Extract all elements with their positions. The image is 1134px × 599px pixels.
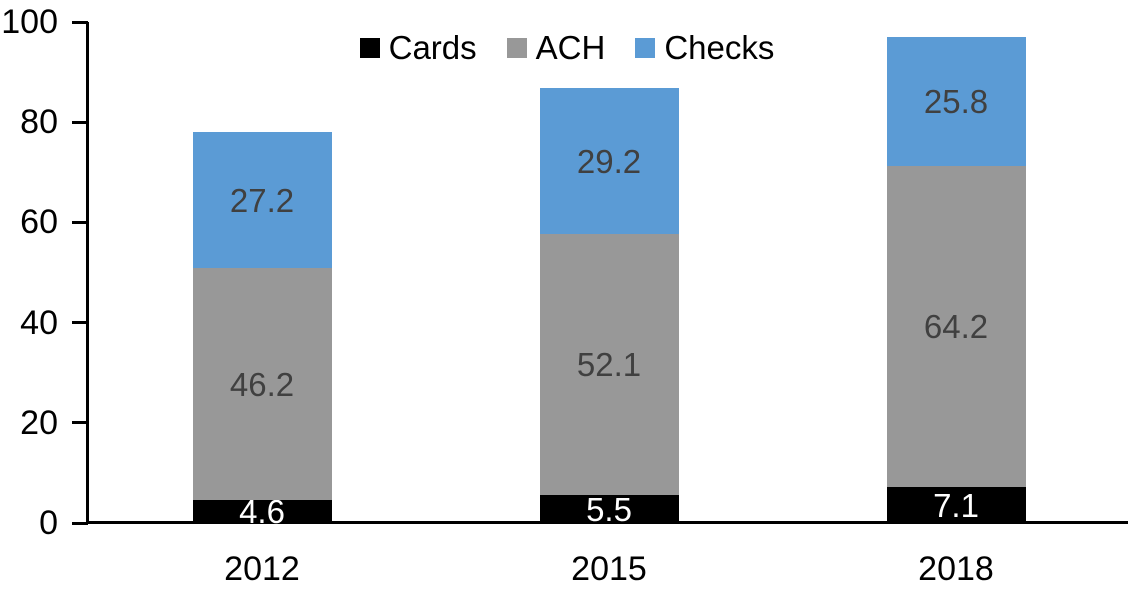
bar-value-label: 29.2: [576, 142, 642, 180]
bar-segment-cards-2012: 4.6: [192, 495, 332, 528]
bar-value-label: 64.2: [923, 308, 989, 346]
bar-segment-checks-2015: 29.2: [539, 88, 679, 235]
y-axis-tick: [72, 321, 88, 325]
legend-swatch-ach: [506, 38, 527, 58]
bar-segment-cards-2015: 5.5: [539, 490, 679, 528]
bar-value-label: 4.6: [239, 492, 285, 530]
y-axis-line: [86, 22, 89, 524]
y-axis-tick: [72, 220, 88, 224]
legend-swatch-cards: [359, 38, 380, 58]
y-axis-tick: [72, 120, 88, 124]
legend-label-ach: ACH: [535, 29, 606, 66]
y-axis-tick: [72, 20, 88, 24]
y-axis-tick-label: 20: [20, 403, 58, 442]
x-axis-label-2018: 2018: [918, 550, 994, 588]
y-axis-tick-label: 100: [1, 3, 58, 41]
x-axis-label-2012: 2012: [224, 550, 300, 588]
bar-segment-ach-2012: 46.2: [192, 268, 332, 500]
bar-segment-checks-2012: 27.2: [192, 132, 332, 269]
bar-segment-cards-2018: 7.1: [886, 486, 1026, 524]
bar-value-label: 25.8: [923, 82, 989, 120]
y-axis-tick-label: 40: [20, 303, 58, 342]
y-axis-tick-label: 80: [20, 103, 58, 142]
bar-value-label: 27.2: [229, 181, 295, 219]
bar-value-label: 7.1: [933, 486, 979, 524]
bar-value-label: 5.5: [586, 490, 632, 528]
legend: Cards ACH Checks: [0, 31, 1134, 65]
legend-swatch-checks: [635, 38, 656, 58]
x-axis-label-2015: 2015: [571, 550, 647, 588]
y-axis-tick-label: 60: [20, 203, 58, 242]
y-axis-tick-label: 0: [39, 504, 58, 542]
bar-segment-checks-2018: 25.8: [886, 36, 1026, 166]
legend-label-checks: Checks: [664, 29, 775, 66]
bar-value-label: 46.2: [229, 365, 295, 403]
bar-segment-ach-2018: 64.2: [886, 165, 1026, 488]
y-axis-tick: [72, 521, 88, 525]
legend-item-ach: ACH: [506, 29, 606, 66]
legend-label-cards: Cards: [388, 29, 477, 66]
legend-item-cards: Cards: [359, 29, 477, 66]
bar-segment-ach-2015: 52.1: [539, 234, 679, 496]
y-axis-tick: [72, 421, 88, 425]
bar-value-label: 52.1: [576, 346, 642, 384]
legend-item-checks: Checks: [635, 31, 774, 65]
